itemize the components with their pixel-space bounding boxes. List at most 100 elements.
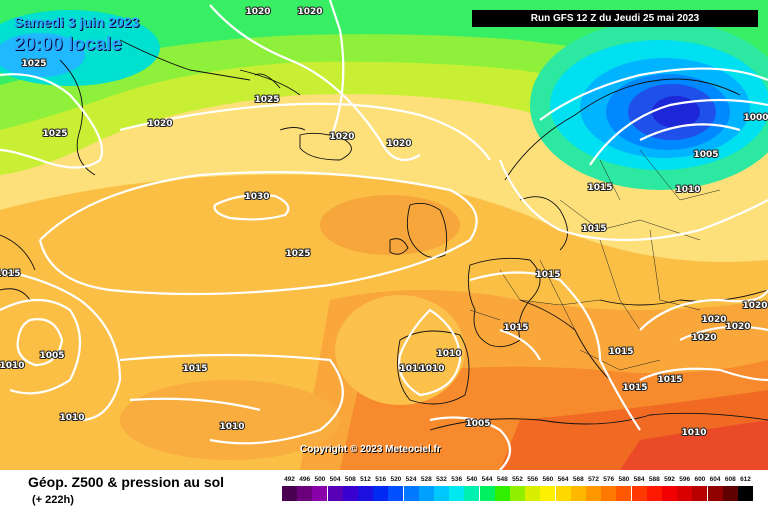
scale-swatch: [631, 486, 647, 501]
scale-tick: 612: [740, 476, 751, 483]
scale-swatch: [418, 486, 434, 501]
scale-swatch: [373, 486, 389, 501]
isobar-labels: 1020 102010251025102510201020102010301025…: [0, 6, 768, 439]
scale-swatch: [540, 486, 556, 501]
valid-date: Samedi 3 juin 2023: [14, 14, 140, 30]
scale-swatch: [570, 486, 586, 501]
isobar-label: 1020: [725, 322, 750, 332]
isobar-label: 1015: [622, 383, 647, 393]
isobar-label: 1010: [219, 422, 244, 432]
isobar-label: 1010: [681, 428, 706, 438]
isobar-label: 1010: [436, 349, 461, 359]
scale-tick: 560: [542, 476, 554, 483]
scale-tick: 540: [466, 476, 478, 483]
scale-tick: 552: [512, 476, 523, 483]
scale-tick: 576: [603, 476, 615, 483]
isobar-label: 1020: [245, 7, 270, 17]
scale-swatch: [510, 486, 525, 501]
scale-swatch: [555, 486, 571, 501]
isobar-label: 1005: [465, 419, 490, 429]
scale-swatch: [707, 486, 723, 501]
scale-tick: 596: [679, 476, 691, 483]
field-title: Géop. Z500 & pression au sol: [28, 474, 225, 490]
lead-time: (+ 222h): [32, 494, 74, 506]
scale-tick: 492: [284, 476, 295, 483]
scale-swatch: [494, 486, 510, 501]
isobar-label: 1015: [0, 269, 21, 279]
isobar-label: 1020: [147, 119, 172, 129]
scale-swatch: [282, 486, 297, 501]
scale-swatch: [722, 486, 738, 501]
scale-swatch: [616, 486, 632, 501]
scale-tick: 500: [314, 476, 326, 483]
isobar-label: 1015: [587, 183, 612, 193]
scale-swatch: [388, 486, 404, 501]
isobar-label: 1015: [608, 347, 633, 357]
isobar-label: 1015: [657, 375, 682, 385]
isobar-label: 1010: [0, 361, 25, 371]
scale-swatch: [434, 486, 449, 501]
scale-tick: 524: [405, 476, 417, 483]
scale-tick: 572: [588, 476, 599, 483]
scale-tick: 536: [451, 476, 463, 483]
valid-time: 20:00 locale: [14, 34, 122, 55]
isobar-label: 1030: [244, 192, 269, 202]
scale-tick: 528: [420, 476, 432, 483]
scale-tick: 516: [375, 476, 387, 483]
color-scale: 492 496 500 504 508 512 516 520 524 528 532 536 540 5…: [282, 476, 753, 506]
scale-swatch: [677, 486, 693, 501]
scale-tick: 604: [709, 476, 721, 483]
map-canvas: 1020 102010251025102510201020102010301025…: [0, 0, 768, 470]
copyright-notice: Copyright © 2023 Meteociel.fr: [300, 444, 441, 455]
isobar-label: 1020: [386, 139, 411, 149]
scale-tick: 520: [390, 476, 402, 483]
geopotential-map: 1020 1020 1025 1025 1025 1020 1020 1020 1030 1025…: [0, 0, 768, 470]
scale-tick: 556: [527, 476, 539, 483]
scale-tick: 568: [572, 476, 584, 483]
isobar-label: 1005: [693, 150, 718, 160]
scale-swatch: [738, 486, 753, 501]
isobar-label: 1020: [701, 315, 726, 325]
scale-tick: 512: [360, 476, 371, 483]
scale-swatch: [342, 486, 358, 501]
scale-tick: 564: [557, 476, 569, 483]
scale-tick: 592: [664, 476, 675, 483]
scale-tick: 608: [724, 476, 736, 483]
scale-tick: 588: [648, 476, 660, 483]
isobar-label: 1020: [742, 301, 767, 311]
isobar-label: 1015: [535, 270, 560, 280]
scale-swatch: [586, 486, 601, 501]
scale-swatch: [646, 486, 662, 501]
model-run-banner: Run GFS 12 Z du Jeudi 25 mai 2023: [472, 10, 758, 27]
scale-swatch: [297, 486, 313, 501]
scale-tick: 584: [633, 476, 645, 483]
isobar-label: 1010: [675, 185, 700, 195]
legend-footer: Géop. Z500 & pression au sol (+ 222h) 49…: [0, 470, 768, 512]
scale-tick: 508: [344, 476, 356, 483]
isobar-label: 1000: [743, 113, 768, 123]
isobar-label: 1020: [329, 132, 354, 142]
scale-swatch: [479, 486, 495, 501]
isobar-label: 1010: [399, 364, 424, 374]
isobar-label: 1025: [21, 59, 46, 69]
isobar-label: 1015: [503, 323, 528, 333]
scale-swatch: [403, 486, 419, 501]
isobar-label: 1025: [42, 129, 67, 139]
scale-tick: 504: [329, 476, 341, 483]
isobar-label: 1010: [419, 364, 444, 374]
scale-swatch: [525, 486, 541, 501]
isobar-label: 1020: [297, 7, 322, 17]
scale-tick: 532: [436, 476, 447, 483]
isobar-label: 1015: [581, 224, 606, 234]
scale-tick: 548: [496, 476, 508, 483]
isobar-label: 1015: [182, 364, 207, 374]
scale-tick: 496: [299, 476, 311, 483]
isobar-label: 1020: [691, 333, 716, 343]
isobar-label: 1005: [39, 351, 64, 361]
scale-swatch: [327, 486, 343, 501]
scale-tick: 580: [618, 476, 630, 483]
scale-swatch: [662, 486, 677, 501]
scale-tick: 544: [481, 476, 493, 483]
scale-swatch: [312, 486, 328, 501]
